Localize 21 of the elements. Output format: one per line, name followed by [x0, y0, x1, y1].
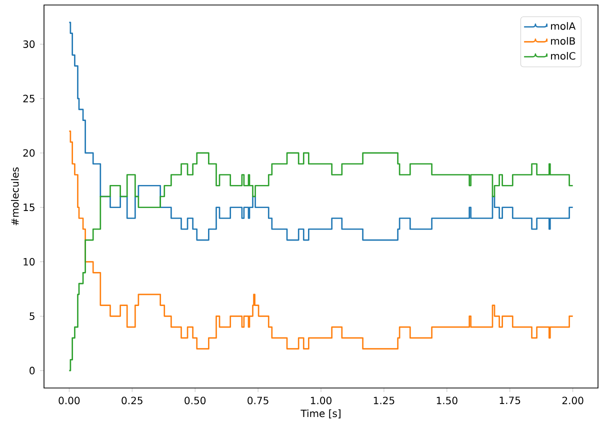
x-tick-label: 0.00 — [58, 396, 80, 404]
y-tick-label: 0 — [30, 366, 35, 374]
y-tick-label: 30 — [23, 40, 35, 48]
x-tick-label: 0.75 — [248, 396, 268, 404]
y-tick-label: 20 — [23, 149, 35, 157]
x-tick-label: 1.50 — [436, 396, 458, 404]
y-tick-label: 5 — [30, 312, 34, 320]
legend-label: molC — [551, 52, 576, 60]
x-tick-label: 0.50 — [184, 396, 206, 404]
y-axis-title: #molecules — [11, 167, 19, 226]
y-tick-label: 10 — [24, 258, 35, 266]
x-axis-title: Time [s] — [300, 409, 340, 418]
x-tick-label: 1.75 — [500, 396, 520, 404]
x-tick-label: 1.25 — [374, 396, 394, 404]
x-tick-label: 2.00 — [562, 396, 584, 404]
y-tick-label: 25 — [23, 94, 34, 102]
legend-label: molB — [551, 37, 575, 45]
legend-label: molA — [551, 22, 576, 30]
y-tick-label: 15 — [24, 204, 34, 212]
x-tick-label: 0.25 — [122, 396, 142, 404]
x-tick-label: 1.00 — [310, 396, 332, 404]
